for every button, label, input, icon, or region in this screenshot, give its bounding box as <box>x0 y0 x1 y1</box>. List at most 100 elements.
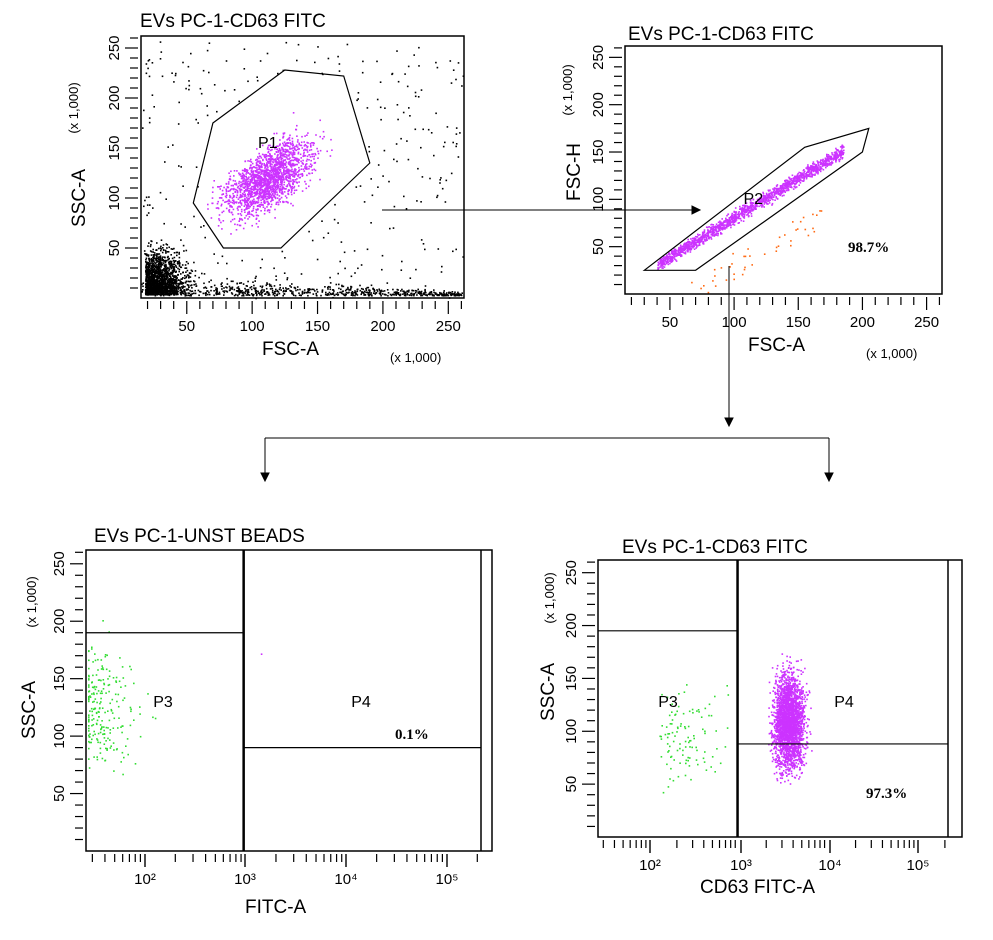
event-dot <box>665 262 668 265</box>
event-dot <box>145 257 148 260</box>
event-dot <box>254 185 256 187</box>
y-tick-label: 100 <box>106 185 123 210</box>
event-dot <box>236 207 239 210</box>
event-dot <box>662 256 665 258</box>
event-dot <box>210 279 212 282</box>
event-dot <box>170 267 173 270</box>
event-dot <box>271 170 273 172</box>
event-dot <box>368 289 370 291</box>
event-dot <box>232 202 234 204</box>
event-dot <box>170 281 172 284</box>
event-dot <box>269 185 272 188</box>
event-dot <box>185 292 187 295</box>
event-dot <box>217 200 219 203</box>
event-dot <box>267 182 269 185</box>
event-dot <box>308 172 310 175</box>
event-dot <box>188 80 190 82</box>
event-dot <box>148 268 151 271</box>
event-dot <box>440 292 443 295</box>
event-dot <box>269 177 272 179</box>
event-dot <box>264 167 266 169</box>
event-dot <box>261 144 264 147</box>
event-dot <box>373 289 376 292</box>
event-dot <box>301 293 304 295</box>
event-dot <box>220 185 222 187</box>
event-dot <box>162 271 164 273</box>
event-dot <box>761 198 763 201</box>
event-dot <box>282 135 285 138</box>
event-dot <box>154 292 157 295</box>
event-dot <box>298 181 300 183</box>
event-dot <box>370 292 372 294</box>
event-dot <box>291 137 294 140</box>
event-dot <box>414 128 417 131</box>
event-dot <box>324 293 327 296</box>
event-dot <box>283 183 285 186</box>
plot-1-x-multiplier: (x 1,000) <box>390 350 441 365</box>
event-dot <box>380 289 383 292</box>
event-dot <box>407 291 410 293</box>
event-dot <box>216 289 218 291</box>
event-dot <box>154 288 157 291</box>
event-dot <box>284 159 286 162</box>
event-dot <box>297 151 300 154</box>
event-dot <box>178 283 181 285</box>
event-dot <box>250 161 253 163</box>
event-dot <box>251 210 253 212</box>
event-dot <box>286 179 288 181</box>
event-dot <box>274 188 276 191</box>
event-dot <box>173 286 176 289</box>
event-dot <box>178 265 181 267</box>
event-dot <box>276 294 278 296</box>
event-dot <box>279 175 282 177</box>
event-dot <box>148 280 150 282</box>
event-dot <box>276 180 279 183</box>
event-dot <box>251 224 253 227</box>
event-dot <box>274 193 276 195</box>
event-dot <box>269 284 272 286</box>
event-dot <box>164 261 167 264</box>
event-dot <box>191 287 193 289</box>
event-dot <box>148 275 151 278</box>
event-dot <box>367 293 369 296</box>
event-dot <box>264 189 266 192</box>
event-dot <box>402 111 405 114</box>
event-dot <box>171 257 174 260</box>
event-dot <box>272 161 274 163</box>
event-dot <box>295 157 297 160</box>
event-dot <box>186 269 189 272</box>
event-dot <box>256 176 258 178</box>
event-dot <box>306 141 308 144</box>
event-dot <box>248 185 251 187</box>
event-dot <box>716 232 719 235</box>
event-dot <box>244 292 246 294</box>
event-dot <box>282 193 284 195</box>
event-dot <box>194 289 196 292</box>
event-dot <box>424 288 426 291</box>
event-dot <box>168 273 171 275</box>
event-dot <box>280 164 283 167</box>
event-dot <box>326 150 328 153</box>
event-dot <box>145 289 148 291</box>
event-dot <box>360 287 363 290</box>
event-dot <box>261 191 263 194</box>
event-dot <box>158 280 161 283</box>
event-dot <box>238 202 240 204</box>
event-dot <box>215 290 218 292</box>
event-dot <box>249 286 251 289</box>
event-dot <box>189 276 192 278</box>
event-dot <box>232 208 235 211</box>
event-dot <box>151 279 153 281</box>
event-dot <box>161 292 164 295</box>
event-dot <box>266 195 269 198</box>
event-dot <box>276 187 279 190</box>
event-dot <box>302 168 305 171</box>
event-dot <box>251 162 254 165</box>
event-dot <box>442 293 445 296</box>
event-dot <box>151 263 154 266</box>
event-dot <box>228 209 230 212</box>
event-dot <box>263 193 266 195</box>
event-dot <box>407 293 409 296</box>
event-dot <box>220 285 223 287</box>
event-dot <box>175 275 178 278</box>
